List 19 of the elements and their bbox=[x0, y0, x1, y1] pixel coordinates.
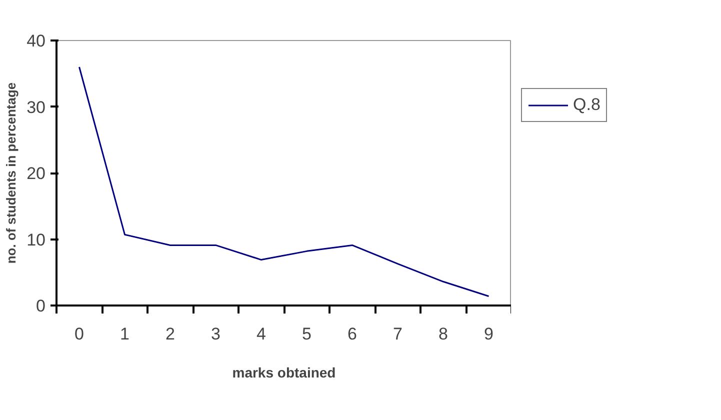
x-tick-label: 2 bbox=[166, 324, 175, 344]
legend-label: Q.8 bbox=[573, 95, 600, 115]
y-axis-title: no. of students in percentage bbox=[4, 82, 19, 264]
y-tick-label: 0 bbox=[36, 296, 46, 316]
x-tick-label: 7 bbox=[393, 324, 402, 344]
y-tick-label: 30 bbox=[26, 98, 46, 117]
x-tick-label: 9 bbox=[484, 324, 494, 344]
y-tick-label: 40 bbox=[26, 32, 46, 50]
x-tick-label: 8 bbox=[438, 324, 448, 344]
x-tick-label: 4 bbox=[256, 324, 266, 344]
x-axis-title: marks obtained bbox=[232, 364, 336, 380]
y-tick-label: 10 bbox=[26, 230, 46, 250]
x-tick-label: 3 bbox=[211, 324, 220, 344]
line-series bbox=[78, 66, 490, 297]
x-tick-label: 0 bbox=[74, 324, 84, 344]
y-tick-label: 20 bbox=[26, 164, 46, 183]
x-tick-label: 1 bbox=[120, 324, 130, 344]
x-tick-label: 6 bbox=[348, 324, 357, 344]
x-tick-label: 5 bbox=[302, 324, 312, 344]
